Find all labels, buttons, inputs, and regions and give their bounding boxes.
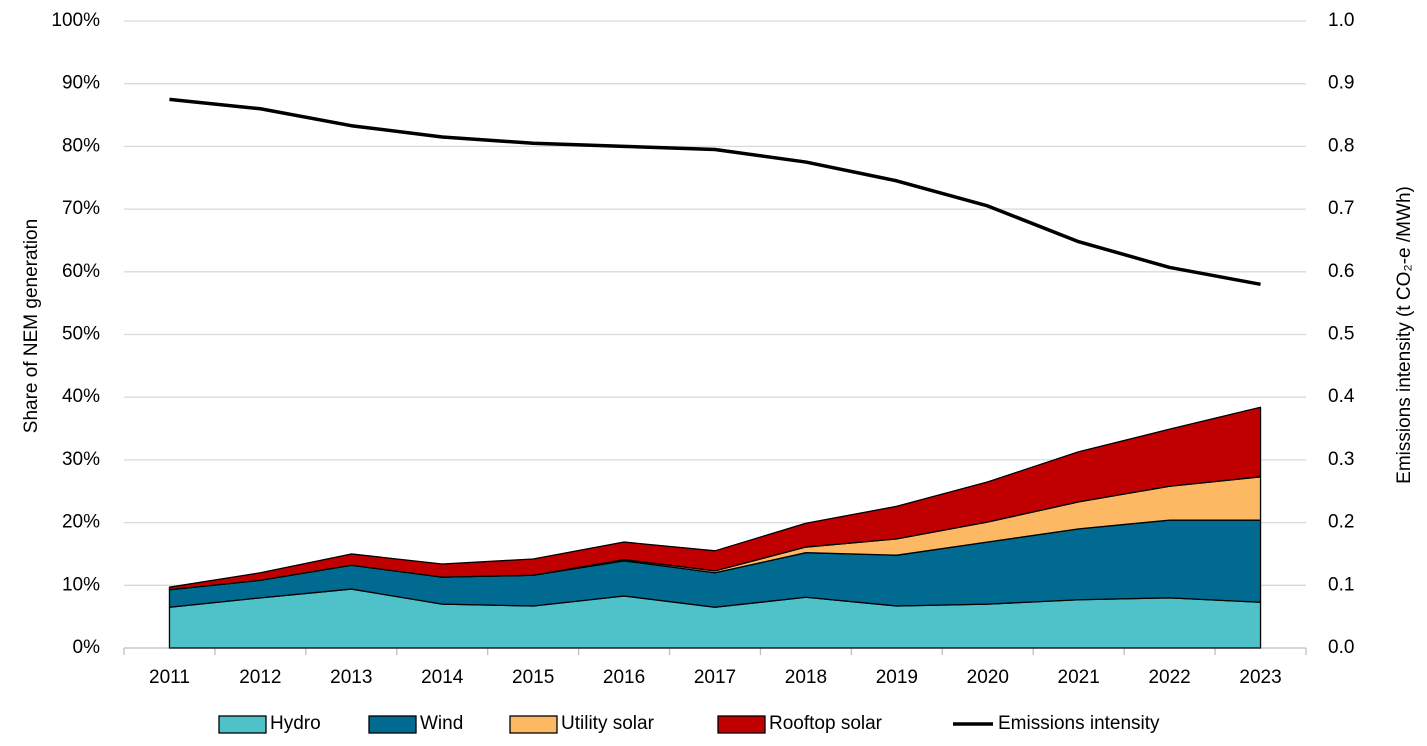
x-tick-label: 2022 <box>1148 667 1190 688</box>
y-tick-label: 100% <box>51 10 100 31</box>
y-tick-label: 80% <box>62 135 100 156</box>
x-tick-label: 2012 <box>239 667 281 688</box>
y2-tick-label: 0.3 <box>1328 449 1354 470</box>
x-tick-label: 2019 <box>876 667 918 688</box>
y2-tick-label: 0.8 <box>1328 135 1354 156</box>
x-tick-label: 2016 <box>603 667 645 688</box>
line <box>169 97 1261 287</box>
x-tick-label: 2023 <box>1239 667 1281 688</box>
y2-tick-label: 0.2 <box>1328 512 1354 533</box>
y-tick-label: 90% <box>62 73 100 94</box>
x-tick-label: 2017 <box>694 667 736 688</box>
legend-label: Emissions intensity <box>998 713 1160 734</box>
y2-tick-label: 0.5 <box>1328 324 1354 345</box>
y2-tick-label: 1.0 <box>1328 10 1354 31</box>
y-tick-label: 20% <box>62 512 100 533</box>
y2-axis-label: Emissions intensity (t CO₂-e /MWh) <box>1394 186 1415 484</box>
y-axis-label: Share of NEM generation <box>21 219 42 433</box>
y2-tick-label: 0.7 <box>1328 198 1354 219</box>
y-tick-label: 60% <box>62 261 100 282</box>
legend-label: Hydro <box>270 713 321 734</box>
y2-tick-label: 0.6 <box>1328 261 1354 282</box>
legend-swatch <box>218 715 267 734</box>
legend-swatch <box>368 715 417 734</box>
x-tick-label: 2014 <box>421 667 464 688</box>
y-tick-label: 0% <box>73 637 101 658</box>
legend-swatch <box>509 715 558 734</box>
x-tick-label: 2021 <box>1058 667 1100 688</box>
y2-tick-label: 0.9 <box>1328 73 1354 94</box>
x-tick-label: 2011 <box>149 667 190 688</box>
x-tick-label: 2013 <box>330 667 372 688</box>
y2-tick-label: 0.1 <box>1328 574 1354 595</box>
legend-swatch <box>717 715 766 734</box>
area <box>168 406 1262 591</box>
y2-tick-label: 0.4 <box>1328 386 1355 407</box>
legend-label: Wind <box>420 713 463 734</box>
x-tick-label: 2020 <box>967 667 1009 688</box>
y-tick-label: 50% <box>62 324 100 345</box>
x-tick-label: 2015 <box>512 667 554 688</box>
x-tick-label: 2018 <box>785 667 827 688</box>
y-tick-label: 30% <box>62 449 100 470</box>
y-tick-label: 70% <box>62 198 100 219</box>
y-tick-label: 40% <box>62 386 100 407</box>
legend-label: Utility solar <box>561 713 655 734</box>
y-tick-label: 10% <box>62 574 100 595</box>
y2-tick-label: 0.0 <box>1328 637 1354 658</box>
legend-label: Rooftop solar <box>769 713 883 734</box>
